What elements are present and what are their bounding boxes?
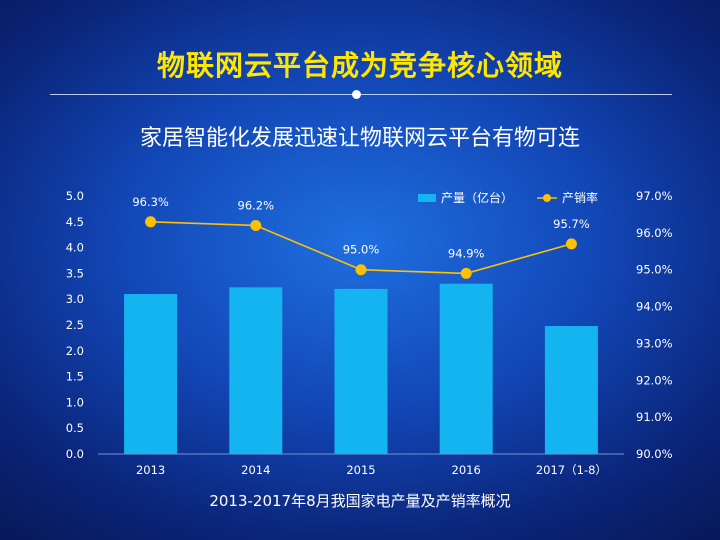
y-right-tick-7: 97.0% [636, 189, 673, 203]
x-tick-3: 2016 [452, 463, 481, 477]
x-tick-2: 2015 [346, 463, 375, 477]
y-left-tick-10: 5.0 [66, 189, 84, 203]
legend-label-output: 产量（亿台） [441, 190, 513, 205]
rate-point-0 [145, 216, 157, 228]
y-right-tick-1: 91.0% [636, 410, 673, 424]
y-left-tick-0: 0.0 [66, 447, 84, 461]
rate-label-1: 96.2% [238, 198, 275, 212]
y-left-tick-9: 4.5 [66, 215, 84, 229]
x-tick-4: 2017（1-8） [536, 463, 607, 477]
title-divider [50, 94, 672, 95]
divider-dot [352, 90, 361, 99]
chart-caption: 2013-2017年8月我国家电产量及产销率概况 [209, 492, 511, 510]
y-right-tick-4: 94.0% [636, 300, 673, 314]
x-tick-0: 2013 [136, 463, 165, 477]
y-left-tick-6: 3.0 [66, 292, 84, 306]
bar-3 [439, 283, 493, 454]
rate-point-1 [250, 219, 262, 231]
rate-label-0: 96.3% [132, 195, 169, 209]
y-left-tick-2: 1.0 [66, 395, 84, 409]
rate-point-2 [355, 264, 367, 276]
y-left-tick-1: 0.5 [66, 421, 84, 435]
y-left-tick-5: 2.5 [66, 318, 84, 332]
bar-0 [124, 294, 178, 454]
rate-label-2: 95.0% [343, 243, 380, 257]
y-right-tick-0: 90.0% [636, 447, 673, 461]
y-left-tick-4: 2.0 [66, 344, 84, 358]
slide-subtitle: 家居智能化发展迅速让物联网云平台有物可连 [139, 126, 580, 151]
x-tick-1: 2014 [241, 463, 270, 477]
bar-1 [229, 287, 283, 454]
y-right-tick-5: 95.0% [636, 263, 673, 277]
rate-point-3 [460, 267, 472, 279]
y-right-tick-3: 93.0% [636, 336, 673, 350]
y-left-tick-8: 4.0 [66, 241, 84, 255]
legend-bar-swatch [418, 194, 436, 202]
y-left-tick-7: 3.5 [66, 266, 84, 280]
bar-4 [544, 326, 598, 454]
y-right-tick-2: 92.0% [636, 373, 673, 387]
y-right-tick-6: 96.0% [636, 226, 673, 240]
bar-2 [334, 288, 388, 454]
legend-label-rate: 产销率 [562, 190, 598, 205]
y-left-tick-3: 1.5 [66, 370, 84, 384]
legend-line-marker [543, 194, 551, 202]
rate-label-3: 94.9% [448, 246, 485, 260]
rate-label-4: 95.7% [553, 217, 590, 231]
slide-title: 物联网云平台成为竞争核心领域 [156, 49, 563, 82]
rate-point-4 [565, 238, 577, 250]
